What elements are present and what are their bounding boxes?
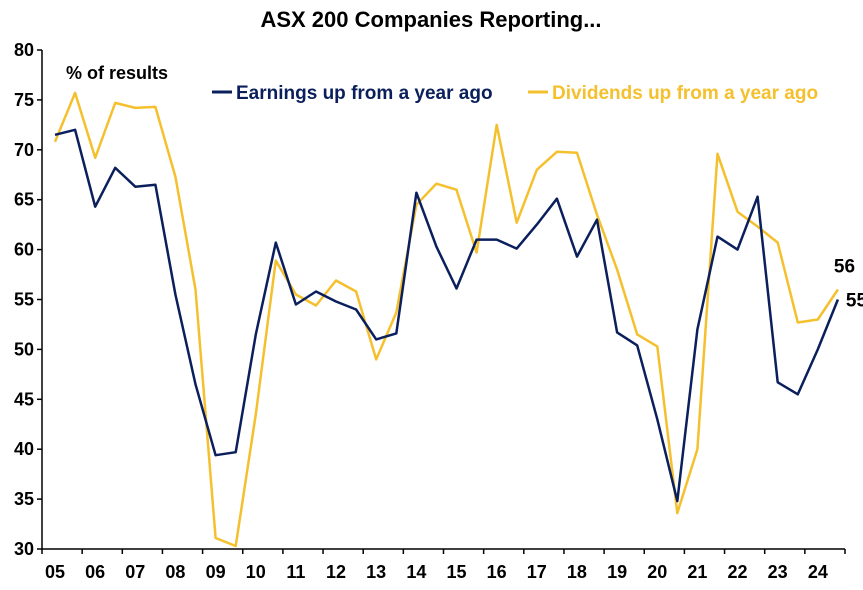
x-tick-label: 06 <box>85 562 105 582</box>
y-axis-label: % of results <box>66 63 168 83</box>
series-line-earnings <box>54 128 840 503</box>
legend: Earnings up from a year ago Dividends up… <box>212 83 818 104</box>
x-tick-label: 16 <box>487 562 507 582</box>
legend-label-dividends: Dividends up from a year ago <box>552 83 818 104</box>
series-line-dividends <box>53 91 839 548</box>
x-tick-label: 19 <box>607 562 627 582</box>
x-tick-label: 24 <box>808 562 828 582</box>
x-tick-label: 22 <box>728 562 748 582</box>
y-tick-label: 60 <box>14 240 34 260</box>
x-tick-label: 13 <box>366 562 386 582</box>
x-tick-label: 14 <box>406 562 426 582</box>
x-tick-label: 08 <box>165 562 185 582</box>
x-tick-label: 05 <box>45 562 65 582</box>
y-tick-label: 75 <box>14 90 34 110</box>
x-tick-label: 15 <box>446 562 466 582</box>
y-tick-label: 45 <box>14 389 34 409</box>
x-tick-label: 20 <box>647 562 667 582</box>
legend-label-earnings: Earnings up from a year ago <box>236 83 493 104</box>
y-tick-label: 30 <box>14 539 34 559</box>
y-tick-label: 55 <box>14 290 34 310</box>
x-tick-label: 12 <box>326 562 346 582</box>
y-tick-label: 65 <box>14 190 34 210</box>
y-tick-label: 80 <box>14 40 34 60</box>
x-tick-label: 11 <box>286 562 305 582</box>
end-label-dividends: 56 <box>834 257 855 278</box>
y-tick-label: 70 <box>14 140 34 160</box>
x-tick-label: 18 <box>567 562 587 582</box>
y-tick-label: 35 <box>14 489 34 509</box>
y-axis-ticks: 30 35 40 45 50 55 60 65 70 75 80 <box>14 40 42 559</box>
x-axis-ticks: 05 06 07 08 09 10 11 12 13 14 15 16 17 18 19 20 21 22 23 24 <box>41 549 846 582</box>
end-label-earnings: 55 <box>846 291 863 312</box>
y-tick-label: 40 <box>14 439 34 459</box>
x-tick-label: 23 <box>768 562 788 582</box>
x-tick-label: 17 <box>527 562 547 582</box>
x-tick-label: 21 <box>687 562 707 582</box>
y-tick-label: 50 <box>14 339 34 359</box>
series-lines <box>53 91 840 548</box>
x-tick-label: 09 <box>206 562 226 582</box>
x-tick-label: 07 <box>125 562 145 582</box>
x-tick-label: 10 <box>246 562 266 582</box>
chart-title: ASX 200 Companies Reporting... <box>260 7 601 32</box>
